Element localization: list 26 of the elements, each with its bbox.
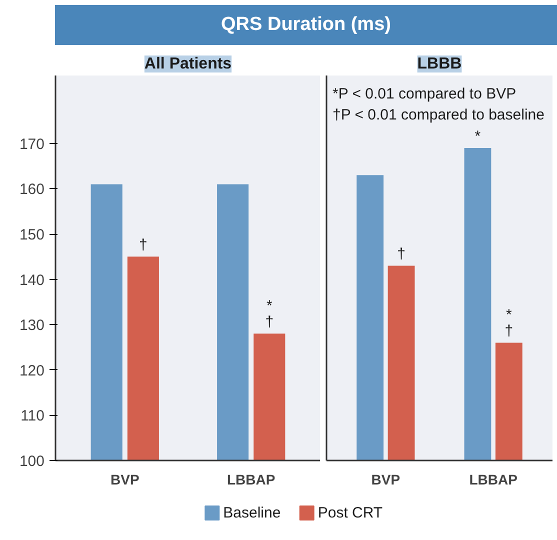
- x-tick-label: LBBAP: [226, 472, 276, 488]
- annotation: *: [506, 306, 512, 324]
- y-tick-label: 130: [19, 317, 45, 334]
- legend-label: Post CRT: [318, 504, 383, 522]
- annotation: *: [266, 298, 272, 315]
- y-tick-label: 120: [19, 362, 45, 380]
- x-tick-label: BVP: [371, 472, 400, 488]
- y-tick-label: 160: [19, 181, 45, 198]
- x-tick-label: BVP: [110, 472, 140, 488]
- y-tick-label: 100: [19, 453, 45, 470]
- annotation: †: [139, 236, 148, 254]
- annotation: †: [397, 246, 406, 263]
- annotation: *P < 0.01 compared to BVP: [332, 86, 516, 102]
- chart-subtitle: All Patients: [144, 56, 232, 72]
- y-tick-label: 110: [20, 408, 45, 425]
- legend-label: Baseline: [223, 504, 281, 522]
- y-tick-label: 150: [19, 226, 45, 244]
- y-tick-label: 170: [19, 136, 45, 153]
- chart-title: QRS Duration (ms): [221, 13, 391, 37]
- annotation: †: [265, 314, 274, 331]
- x-tick-label: LBBAP: [469, 472, 518, 488]
- annotation: †P < 0.01 compared to baseline: [332, 106, 544, 124]
- annotation: †: [504, 322, 514, 340]
- chart-subtitle: LBBB: [417, 56, 462, 72]
- y-tick-label: 140: [19, 272, 45, 289]
- annotation: *: [474, 128, 481, 145]
